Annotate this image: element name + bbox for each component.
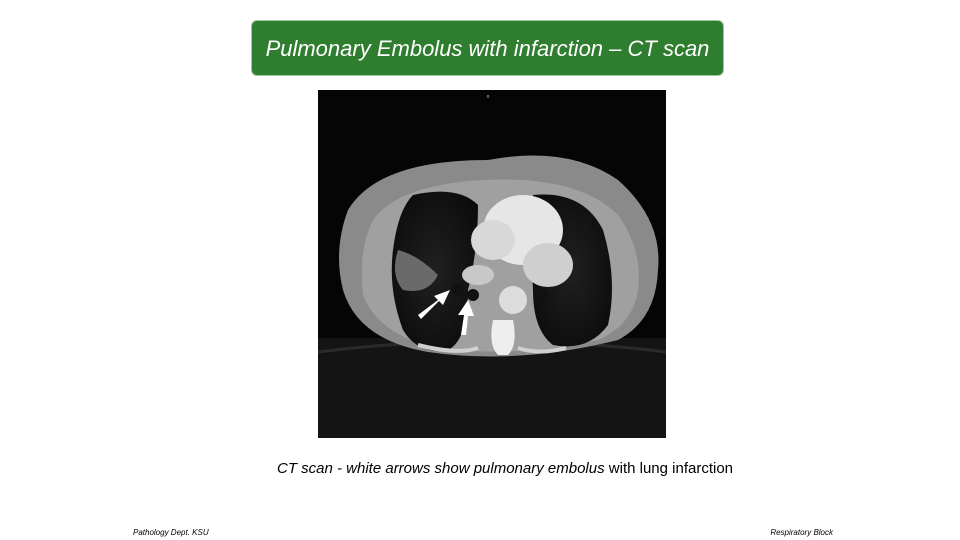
svg-text:o: o <box>487 94 490 100</box>
title-box: Pulmonary Embolus with infarction – CT s… <box>251 20 724 76</box>
title: Pulmonary Embolus with infarction – CT s… <box>265 35 710 61</box>
ct-image: o <box>318 90 666 438</box>
caption-rest: with lung infarction <box>608 460 734 477</box>
footer-right: Respiratory Block <box>770 528 833 537</box>
caption: CT scan - white arrows show pulmonary em… <box>270 458 740 480</box>
caption-emphasis: CT scan - white arrows show pulmonary em… <box>276 460 605 477</box>
footer-left: Pathology Dept. KSU <box>133 528 209 537</box>
